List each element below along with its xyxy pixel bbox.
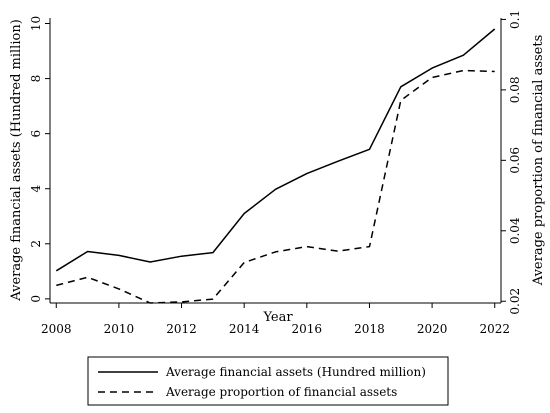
right-tick-label: 0.06 [508, 147, 522, 174]
right-tick-label: 0.04 [508, 217, 522, 244]
legend: Average financial assets (Hundred millio… [87, 356, 449, 406]
left-axis-ticks: 0 2 4 6 8 10 [29, 16, 50, 303]
series-line-financial-assets [55, 28, 496, 272]
left-tick-label: 4 [29, 185, 43, 193]
legend-box [87, 356, 449, 406]
legend-label-financial-assets: Average financial assets (Hundred millio… [165, 365, 426, 379]
left-tick-label: 2 [29, 240, 43, 248]
right-tick-label: 0.1 [508, 10, 522, 29]
x-axis-ticks: 2008 2010 2012 2014 2016 2018 2020 2022 [41, 303, 510, 336]
x-tick-label: 2016 [292, 322, 323, 336]
x-tick-label: 2022 [479, 322, 510, 336]
x-tick-label: 2012 [166, 322, 197, 336]
x-tick-label: 2008 [41, 322, 72, 336]
series-line-proportion [56, 69, 495, 304]
left-tick-label: 8 [29, 75, 43, 83]
right-axis-ticks: 0.02 0.04 0.06 0.08 0.1 [501, 10, 522, 315]
x-tick-label: 2010 [104, 322, 135, 336]
x-tick-label: 2014 [229, 322, 260, 336]
legend-label-proportion: Average proportion of financial assets [165, 385, 397, 399]
x-tick-label: 2018 [354, 322, 385, 336]
right-tick-label: 0.08 [508, 77, 522, 104]
left-axis-title: Average financial assets (Hundred millio… [9, 19, 24, 302]
left-tick-label: 6 [29, 130, 43, 138]
series-layer [55, 28, 496, 304]
x-tick-label: 2020 [417, 322, 448, 336]
left-tick-label: 0 [29, 295, 43, 303]
left-tick-label: 10 [29, 16, 43, 31]
right-tick-label: 0.02 [508, 288, 522, 315]
right-axis-title: Average proportion of financial assets [531, 35, 546, 287]
x-axis-title: Year [262, 310, 293, 325]
